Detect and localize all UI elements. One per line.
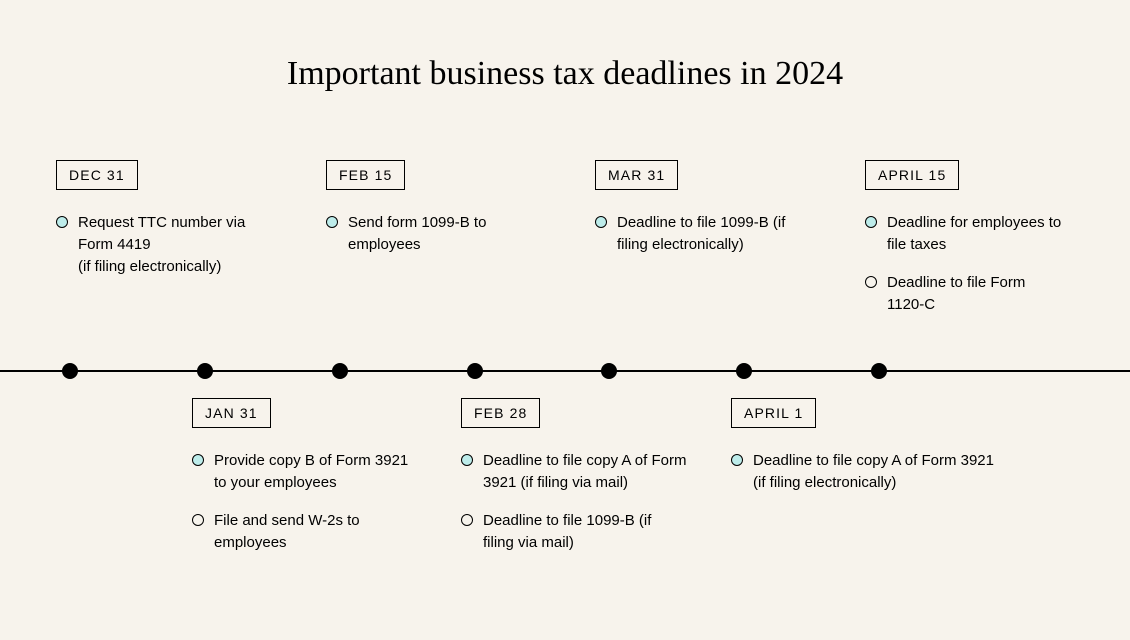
- timeline-dot: [62, 363, 78, 379]
- timeline-dot: [736, 363, 752, 379]
- deadline-item: Deadline to file 1099-B (if filing via m…: [461, 510, 681, 554]
- date-label: APRIL 1: [731, 398, 816, 428]
- deadline-item: Provide copy B of Form 3921 to your empl…: [192, 450, 422, 494]
- deadline-item: Send form 1099-B to employees: [326, 212, 516, 256]
- bullet-filled-icon: [56, 216, 68, 228]
- deadline-text: Deadline to file copy A of Form 3921 (if…: [483, 450, 701, 494]
- deadline-text: Deadline to file 1099-B (if filing via m…: [483, 510, 681, 554]
- deadline-text: Deadline for employees to file taxes: [887, 212, 1065, 256]
- timeline-axis: [0, 370, 1130, 372]
- deadline-text: Provide copy B of Form 3921 to your empl…: [214, 450, 422, 494]
- deadline-item: Request TTC number via Form 4419 (if fil…: [56, 212, 266, 277]
- bullet-filled-icon: [461, 454, 473, 466]
- date-label: FEB 28: [461, 398, 540, 428]
- deadline-text: Deadline to file Form 1120-C: [887, 272, 1065, 316]
- date-label: JAN 31: [192, 398, 271, 428]
- deadline-text: Send form 1099-B to employees: [348, 212, 516, 256]
- deadline-text: Deadline to file copy A of Form 3921 (if…: [753, 450, 1001, 494]
- date-label: MAR 31: [595, 160, 678, 190]
- timeline-dot: [332, 363, 348, 379]
- deadline-item: Deadline to file copy A of Form 3921 (if…: [461, 450, 701, 494]
- bullet-filled-icon: [595, 216, 607, 228]
- timeline-dot: [601, 363, 617, 379]
- deadline-item: File and send W-2s to employees: [192, 510, 402, 554]
- deadline-text: File and send W-2s to employees: [214, 510, 402, 554]
- deadline-item: Deadline for employees to file taxes: [865, 212, 1065, 256]
- deadline-item: Deadline to file copy A of Form 3921 (if…: [731, 450, 1001, 494]
- deadline-item: Deadline to file Form 1120-C: [865, 272, 1065, 316]
- bullet-empty-icon: [192, 514, 204, 526]
- date-label: DEC 31: [56, 160, 138, 190]
- bullet-filled-icon: [865, 216, 877, 228]
- timeline-dot: [467, 363, 483, 379]
- bullet-filled-icon: [731, 454, 743, 466]
- deadline-item: Deadline to file 1099-B (if filing elect…: [595, 212, 805, 256]
- timeline-dot: [197, 363, 213, 379]
- bullet-filled-icon: [192, 454, 204, 466]
- deadline-text: Request TTC number via Form 4419 (if fil…: [78, 212, 266, 277]
- page-title: Important business tax deadlines in 2024: [0, 55, 1130, 93]
- bullet-filled-icon: [326, 216, 338, 228]
- timeline-infographic: Important business tax deadlines in 2024…: [0, 0, 1130, 640]
- bullet-empty-icon: [461, 514, 473, 526]
- timeline-dot: [871, 363, 887, 379]
- bullet-empty-icon: [865, 276, 877, 288]
- date-label: APRIL 15: [865, 160, 959, 190]
- deadline-text: Deadline to file 1099-B (if filing elect…: [617, 212, 805, 256]
- date-label: FEB 15: [326, 160, 405, 190]
